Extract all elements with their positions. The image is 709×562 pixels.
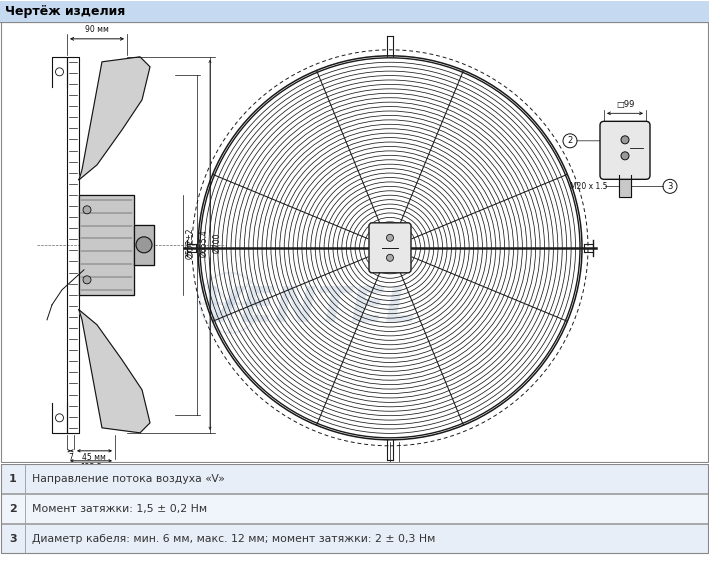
Text: 125.5: 125.5 — [80, 463, 102, 472]
Text: Чертёж изделия: Чертёж изделия — [5, 5, 125, 18]
Bar — [1, 464, 708, 493]
Circle shape — [621, 152, 629, 160]
Polygon shape — [79, 310, 150, 433]
Bar — [1, 524, 708, 554]
Text: Направление потока воздуха «V»: Направление потока воздуха «V» — [32, 474, 225, 484]
Polygon shape — [619, 175, 631, 197]
Text: Ø700: Ø700 — [212, 233, 221, 253]
Text: 2: 2 — [567, 137, 573, 146]
Polygon shape — [79, 195, 134, 295]
Text: 1: 1 — [9, 474, 17, 484]
Polygon shape — [134, 225, 154, 265]
Bar — [0, 1, 709, 22]
Text: 3: 3 — [9, 534, 17, 544]
Polygon shape — [79, 57, 150, 180]
Text: Момент затяжки: 1,5 ± 0,2 Нм: Момент затяжки: 1,5 ± 0,2 Нм — [32, 504, 207, 514]
Text: ①: ① — [86, 476, 96, 486]
Text: Ø552±2: Ø552±2 — [185, 227, 194, 259]
Text: 2: 2 — [9, 504, 17, 514]
FancyBboxPatch shape — [369, 223, 411, 273]
Bar — [1, 494, 708, 523]
Circle shape — [621, 136, 629, 144]
Text: Диаметр кабеля: мин. 6 мм, макс. 12 мм; момент затяжки: 2 ± 0,3 Нм: Диаметр кабеля: мин. 6 мм, макс. 12 мм; … — [32, 534, 435, 544]
Text: 3: 3 — [667, 182, 673, 191]
FancyBboxPatch shape — [600, 121, 650, 179]
Circle shape — [83, 206, 91, 214]
Circle shape — [136, 237, 152, 253]
Text: 8.5: 8.5 — [389, 471, 401, 480]
Circle shape — [83, 276, 91, 284]
Text: M20 x 1.5: M20 x 1.5 — [570, 182, 608, 191]
Text: □99: □99 — [616, 101, 634, 110]
Text: VENTEL: VENTEL — [203, 284, 418, 332]
Text: 45 мм: 45 мм — [82, 453, 106, 462]
Text: Ø655.4: Ø655.4 — [199, 229, 208, 257]
Text: 90 мм: 90 мм — [85, 25, 109, 34]
Circle shape — [386, 255, 393, 261]
Circle shape — [386, 234, 393, 241]
Text: 7: 7 — [68, 453, 73, 462]
